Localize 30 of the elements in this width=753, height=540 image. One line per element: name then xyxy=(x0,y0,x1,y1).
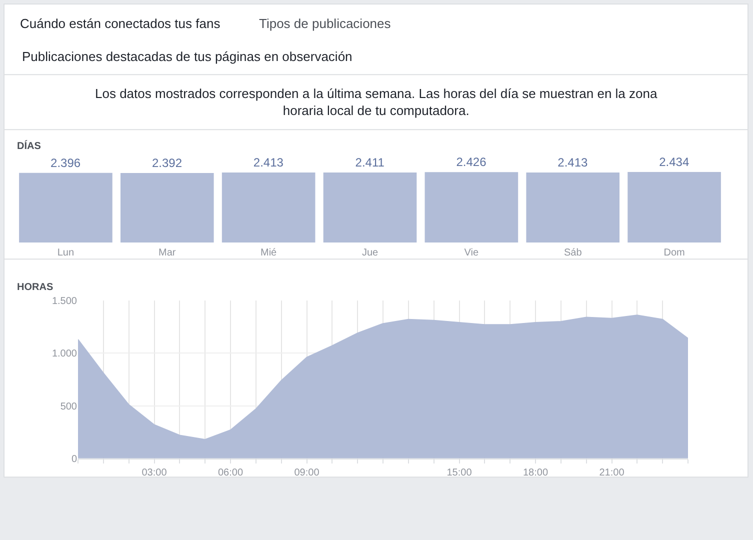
x-tick-label: Lun xyxy=(57,248,74,258)
x-tick-label: 15:00 xyxy=(446,467,472,478)
data-label: 2.434 xyxy=(659,154,690,169)
y-tick-label: 1.000 xyxy=(52,348,78,360)
data-label: 2.392 xyxy=(152,156,182,170)
x-tick-label: 21:00 xyxy=(599,467,625,478)
text: Tipos de publicaciones xyxy=(259,16,392,31)
chart-title: HORAS xyxy=(17,282,54,293)
x-tick-label: Jue xyxy=(362,248,378,258)
chart-title: DÍAS xyxy=(17,140,42,152)
x-tick-label: 18:00 xyxy=(522,467,548,478)
data-label: 2.411 xyxy=(355,156,385,170)
data-label: 2.413 xyxy=(558,155,588,170)
x-tick-label: Sáb xyxy=(564,248,582,258)
text: Publicaciones destacadas de tus páginas en observación xyxy=(22,49,352,64)
x-tick-label: Mar xyxy=(158,248,176,258)
x-tick-label: 06:00 xyxy=(218,467,244,478)
x-tick-label: 03:00 xyxy=(142,467,168,478)
y-tick-label: 1.500 xyxy=(52,296,78,307)
x-tick-label: Dom xyxy=(664,248,685,258)
data-label: 2.396 xyxy=(50,156,81,170)
x-tick-label: Mié xyxy=(260,248,278,258)
y-tick-label: 0 xyxy=(71,454,78,465)
x-tick-label: 09:00 xyxy=(294,467,320,478)
data-label: 2.426 xyxy=(456,155,487,170)
y-tick-label: 500 xyxy=(60,401,78,412)
x-tick-label: Vie xyxy=(464,248,479,258)
text: Cuándo están conectados tus fans xyxy=(20,16,221,31)
data-label: 2.413 xyxy=(253,155,284,170)
text: Los datos mostrados corresponden a la última semana. Las horas del día se muestran en la zona horaria local de tu computadora. xyxy=(95,86,658,118)
